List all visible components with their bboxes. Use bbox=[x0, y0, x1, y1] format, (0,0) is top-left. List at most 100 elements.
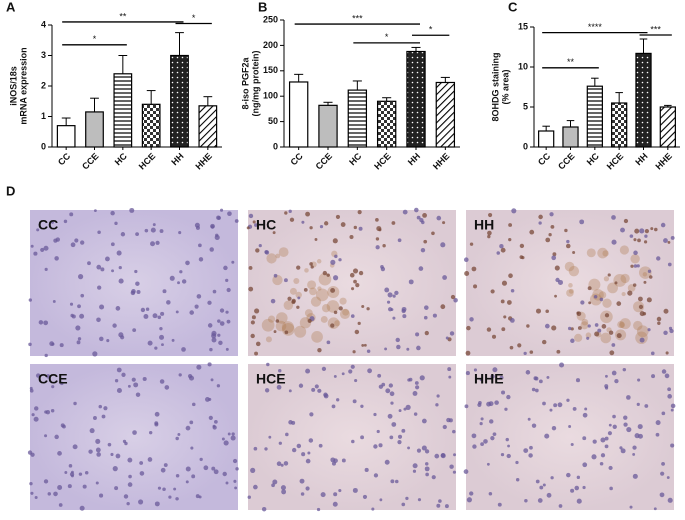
nucleus bbox=[644, 229, 649, 234]
stain bbox=[630, 254, 640, 264]
nucleus bbox=[316, 507, 321, 512]
nucleus bbox=[629, 234, 634, 238]
x-tick-label: HH bbox=[406, 151, 422, 167]
nucleus bbox=[179, 270, 183, 274]
nucleus bbox=[44, 410, 48, 414]
nucleus bbox=[221, 437, 225, 441]
nucleus bbox=[322, 270, 328, 276]
nucleus bbox=[373, 412, 377, 417]
nucleus bbox=[218, 340, 223, 346]
nucleus bbox=[134, 269, 138, 274]
nucleus bbox=[608, 465, 613, 471]
nucleus bbox=[442, 424, 447, 430]
nucleus bbox=[564, 228, 568, 233]
nucleus bbox=[506, 300, 512, 305]
nucleus bbox=[667, 240, 671, 244]
y-tick-label: 15 bbox=[518, 21, 528, 31]
stain bbox=[564, 261, 575, 272]
nucleus bbox=[663, 238, 668, 243]
nucleus bbox=[486, 327, 492, 332]
stain bbox=[339, 297, 347, 305]
nucleus bbox=[401, 502, 406, 507]
nucleus bbox=[194, 304, 199, 309]
nucleus bbox=[89, 428, 95, 434]
nucleus bbox=[582, 412, 588, 418]
stain bbox=[310, 296, 322, 307]
nucleus bbox=[553, 403, 558, 408]
nucleus bbox=[623, 422, 628, 427]
nucleus bbox=[667, 394, 672, 399]
nucleus bbox=[490, 289, 495, 294]
nucleus bbox=[291, 298, 296, 304]
nucleus bbox=[448, 375, 452, 379]
nucleus bbox=[173, 487, 177, 491]
nucleus bbox=[375, 217, 379, 222]
nucleus bbox=[159, 379, 165, 384]
nucleus bbox=[508, 238, 512, 242]
significance-label: ** bbox=[567, 57, 575, 67]
nucleus bbox=[431, 475, 436, 480]
significance-label: * bbox=[429, 25, 433, 35]
nucleus bbox=[499, 244, 504, 249]
nucleus bbox=[226, 287, 231, 293]
nucleus bbox=[466, 325, 471, 331]
nucleus bbox=[43, 320, 49, 326]
nucleus bbox=[318, 443, 323, 448]
nucleus bbox=[434, 453, 440, 459]
nucleus bbox=[480, 417, 484, 421]
nucleus bbox=[405, 496, 409, 501]
nucleus bbox=[96, 317, 101, 323]
bar bbox=[659, 106, 676, 148]
image-label: HHE bbox=[474, 371, 504, 387]
nucleus bbox=[181, 347, 186, 352]
nucleus bbox=[54, 256, 59, 261]
nucleus bbox=[392, 316, 396, 320]
stain bbox=[619, 318, 631, 330]
nucleus bbox=[526, 324, 530, 328]
nucleus bbox=[660, 471, 665, 476]
nucleus bbox=[330, 287, 336, 293]
nucleus bbox=[178, 373, 182, 377]
nucleus bbox=[190, 446, 194, 450]
y-tick-label: 150 bbox=[263, 65, 278, 75]
stain bbox=[598, 291, 607, 299]
nucleus bbox=[644, 234, 648, 238]
nucleus bbox=[97, 285, 102, 290]
stain bbox=[642, 272, 648, 277]
nucleus bbox=[479, 421, 483, 426]
y-axis-label: 8-iso PGF2a bbox=[240, 57, 250, 110]
nucleus bbox=[171, 338, 175, 342]
nucleus bbox=[550, 224, 555, 229]
nucleus bbox=[254, 223, 258, 227]
nucleus bbox=[633, 250, 638, 256]
nucleus bbox=[594, 331, 600, 337]
nucleus bbox=[535, 308, 542, 314]
nucleus bbox=[30, 452, 35, 457]
nucleus bbox=[36, 228, 40, 232]
nucleus bbox=[500, 453, 505, 457]
nucleus bbox=[317, 388, 322, 393]
micrograph: HH bbox=[463, 208, 675, 356]
nucleus bbox=[341, 458, 346, 463]
nucleus bbox=[159, 229, 164, 234]
x-tick-label: HHE bbox=[431, 151, 452, 172]
nucleus bbox=[79, 313, 85, 319]
nucleus bbox=[130, 290, 136, 296]
stain bbox=[342, 308, 350, 316]
stain bbox=[267, 315, 276, 323]
nucleus bbox=[545, 237, 551, 243]
nucleus bbox=[283, 278, 288, 283]
nucleus bbox=[205, 397, 210, 402]
nucleus bbox=[591, 454, 597, 460]
nucleus bbox=[531, 423, 537, 428]
nucleus bbox=[330, 259, 336, 265]
x-tick-label: CC bbox=[56, 151, 73, 168]
nucleus bbox=[349, 235, 354, 240]
nucleus bbox=[309, 412, 314, 417]
nucleus bbox=[661, 369, 667, 374]
nucleus bbox=[207, 323, 213, 328]
nucleus bbox=[419, 375, 425, 381]
nucleus bbox=[154, 411, 160, 417]
x-tick-label: HH bbox=[633, 151, 649, 167]
nucleus bbox=[453, 298, 458, 303]
